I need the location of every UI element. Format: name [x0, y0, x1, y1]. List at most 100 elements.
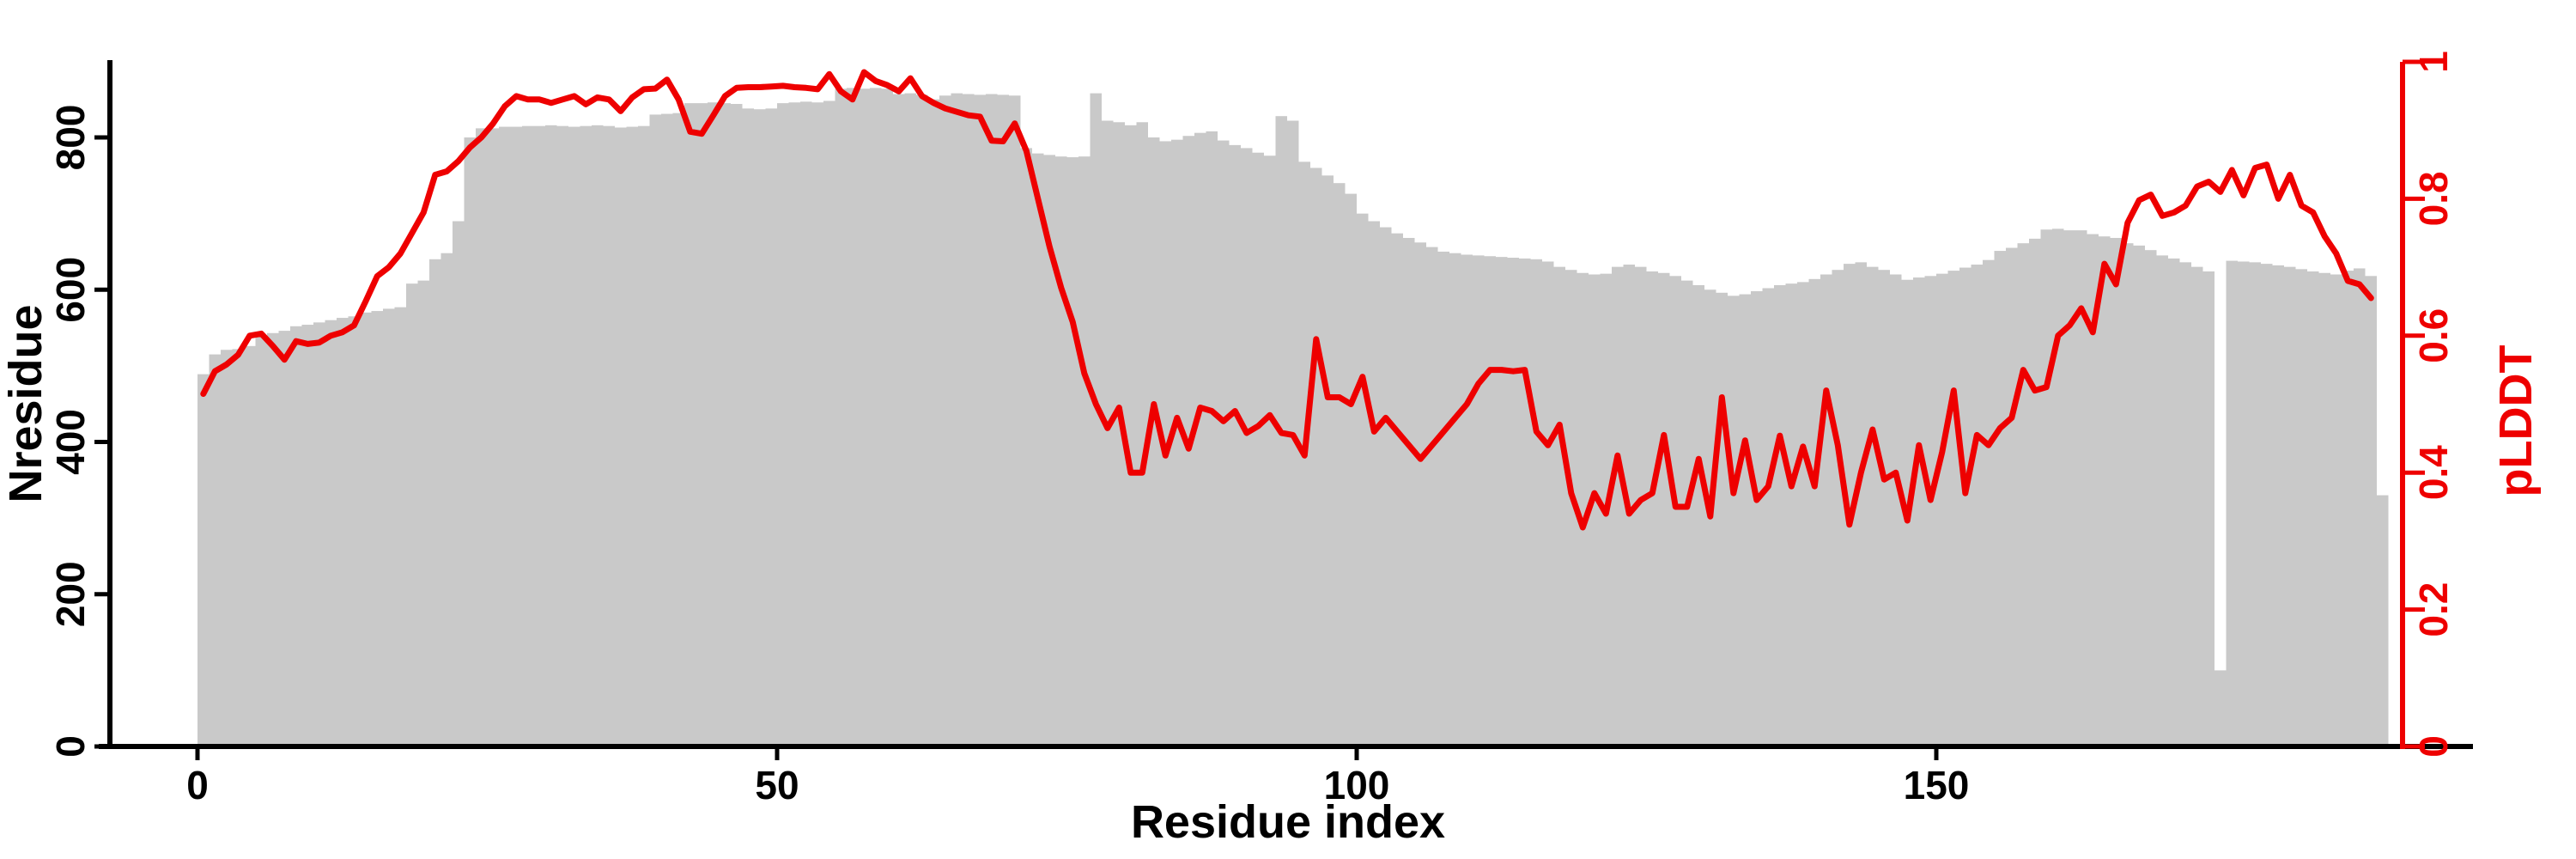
- left-tick-label: 400: [48, 409, 93, 475]
- bar: [244, 345, 256, 746]
- bar: [649, 114, 661, 746]
- bar: [1496, 257, 1508, 746]
- bar: [1241, 148, 1253, 746]
- bar: [313, 322, 325, 746]
- bar: [974, 94, 986, 747]
- bar: [568, 126, 580, 747]
- bar: [2110, 237, 2122, 746]
- bar: [1913, 277, 1925, 746]
- bar: [823, 101, 835, 746]
- bar: [1577, 272, 1589, 746]
- bar: [325, 320, 337, 746]
- bar: [1368, 221, 1380, 746]
- bar: [1403, 237, 1415, 746]
- bar: [464, 137, 476, 746]
- bar: [197, 374, 210, 746]
- bar: [963, 94, 975, 747]
- x-tick-label: 100: [1324, 763, 1390, 807]
- right-tick-label: 0.6: [2411, 308, 2456, 363]
- bar: [1066, 157, 1078, 747]
- bar: [1345, 193, 1357, 746]
- bar: [1681, 280, 1693, 746]
- bar: [2226, 260, 2238, 746]
- bar: [731, 104, 743, 746]
- bar: [2295, 269, 2307, 746]
- bar: [337, 318, 349, 746]
- bar: [626, 126, 638, 747]
- bar: [440, 253, 453, 747]
- bar: [2318, 272, 2330, 746]
- bar: [2261, 264, 2273, 746]
- bar: [2029, 238, 2041, 746]
- x-axis-title: Residue index: [1131, 796, 1445, 848]
- bar: [1391, 233, 1403, 746]
- bar: [742, 108, 754, 746]
- bar: [1357, 213, 1369, 747]
- bar: [290, 326, 302, 746]
- bar: [1716, 292, 1728, 746]
- left-tick-label: 600: [48, 257, 93, 323]
- bar: [1043, 155, 1055, 746]
- bar: [1542, 261, 1554, 747]
- bar: [2365, 276, 2377, 746]
- bar: [2354, 268, 2366, 746]
- bar: [1565, 270, 1577, 747]
- bar: [2052, 228, 2064, 747]
- bar: [1947, 271, 1959, 747]
- bar: [2156, 255, 2168, 746]
- bar: [638, 125, 650, 746]
- bar: [1832, 270, 1844, 747]
- bar: [2272, 265, 2284, 746]
- bar: [939, 95, 951, 746]
- bar: [1519, 258, 1531, 746]
- right-tick-label: 1: [2411, 51, 2456, 73]
- x-tick-label: 0: [186, 763, 209, 807]
- bar: [1728, 295, 1740, 747]
- bar: [1426, 247, 1438, 746]
- bar: [1971, 265, 1983, 746]
- left-tick-label: 800: [48, 105, 93, 171]
- bar: [1797, 282, 1809, 746]
- bar: [811, 102, 823, 747]
- bars-layer: [197, 88, 2389, 747]
- bar: [916, 94, 928, 747]
- bar: [1612, 266, 1624, 746]
- left-tick-label: 0: [48, 735, 93, 758]
- bar: [1924, 276, 1936, 746]
- bar: [2099, 236, 2111, 747]
- bar: [870, 88, 882, 746]
- bar: [1473, 255, 1485, 746]
- bar: [2215, 670, 2227, 747]
- bar: [2330, 274, 2342, 746]
- bar: [672, 113, 684, 746]
- bar: [2284, 266, 2296, 746]
- bar: [348, 316, 360, 746]
- bar: [997, 94, 1009, 747]
- bar: [2342, 271, 2354, 747]
- bar: [1449, 253, 1461, 747]
- bar: [1484, 256, 1496, 746]
- bar: [1125, 125, 1137, 746]
- bar: [2249, 262, 2261, 747]
- bar: [1437, 251, 1449, 746]
- bar: [1009, 95, 1021, 746]
- bar: [522, 125, 534, 746]
- right-tick-label: 0: [2411, 735, 2456, 758]
- bar: [1774, 284, 1786, 746]
- bar: [2191, 266, 2203, 746]
- bar: [1078, 156, 1091, 746]
- bar: [603, 125, 615, 746]
- bar: [1855, 262, 1867, 747]
- bar: [383, 308, 395, 746]
- bar: [1808, 278, 1820, 747]
- bar: [221, 350, 233, 746]
- bar: [2179, 262, 2191, 747]
- bar: [1334, 183, 1346, 746]
- bar: [406, 283, 418, 746]
- bar: [1646, 271, 1658, 747]
- bar: [556, 125, 568, 746]
- bar: [1194, 132, 1206, 746]
- bar: [371, 311, 383, 746]
- bar: [510, 126, 522, 747]
